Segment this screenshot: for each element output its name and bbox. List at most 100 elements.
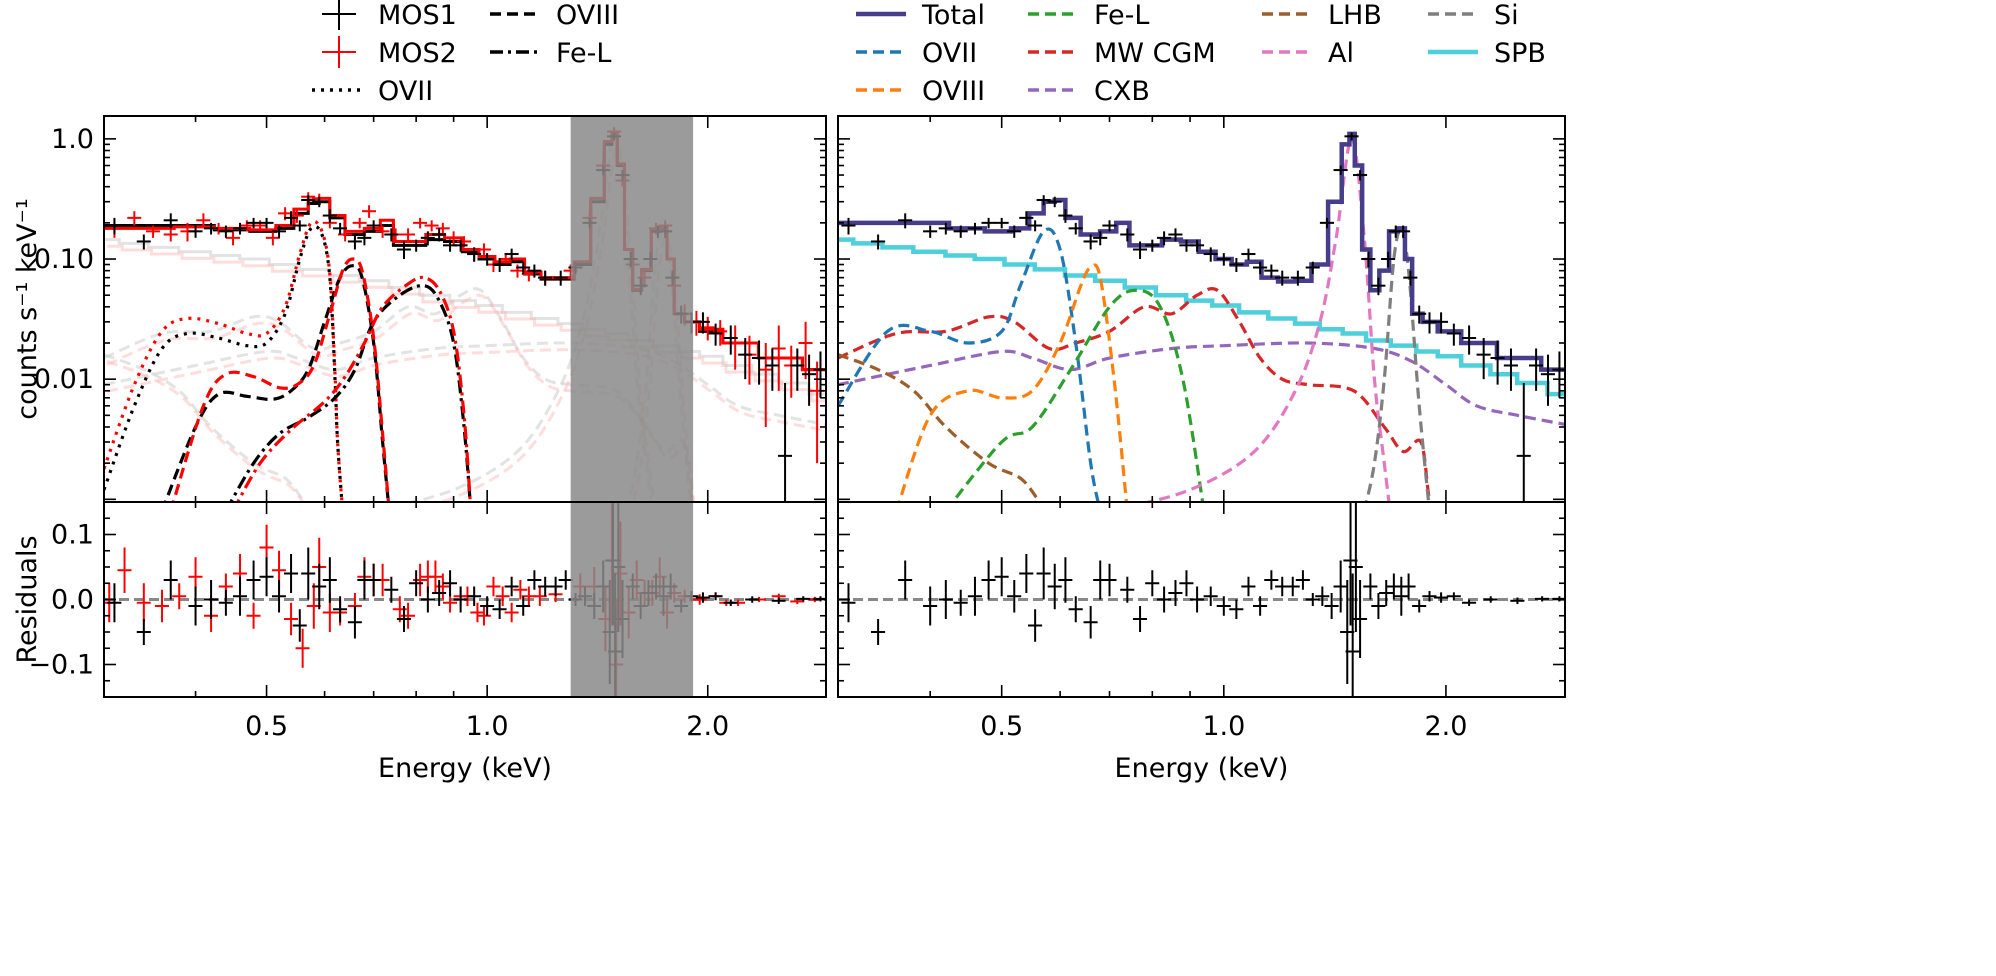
mos1-residual-point: [1422, 591, 1437, 602]
mos1-residual-point: [1285, 576, 1300, 597]
mos1-residual-point: [1324, 593, 1339, 619]
mos2-data-point: [225, 231, 240, 246]
mos2-residual-point: [413, 563, 428, 597]
mos1-data-point: [1275, 270, 1290, 286]
mos1-residual-point: [558, 570, 573, 590]
mos1-data-point: [553, 270, 568, 286]
fe-l-mos2-model-curve: [236, 275, 472, 502]
mos1-data-point: [163, 213, 178, 229]
mos1-residual-point: [163, 560, 178, 600]
mos1-data-point: [1446, 323, 1461, 346]
x-tick-label: 0.5: [980, 711, 1023, 742]
mos1-residual-point: [1132, 606, 1148, 632]
mos1-residual-point: [527, 570, 542, 590]
x-tick-label: 1.0: [1202, 711, 1245, 742]
spb-faint-model-curve: [107, 244, 826, 403]
mos1-residual-point: [981, 560, 996, 600]
mos2-residual-point: [495, 586, 510, 606]
mos1-data-point: [1503, 348, 1518, 391]
oviii-mos1-model-curve: [163, 264, 390, 502]
mos1-residual-point: [870, 619, 886, 645]
mos1-residual-point: [1156, 586, 1172, 613]
mos1-residual-point: [136, 619, 151, 645]
mos1-data-point: [751, 340, 766, 385]
mos1-data-point: [1540, 354, 1555, 406]
spb-faint-model-curve: [104, 238, 826, 396]
legend-label: OVII: [378, 76, 433, 107]
mos1-residual-point: [1394, 576, 1409, 616]
x-tick-label: 1.0: [466, 711, 509, 742]
mos1-data-point: [1344, 132, 1359, 141]
mos1-data-point: [1433, 312, 1449, 334]
axes-frame: [103, 115, 827, 698]
mos2-residual-point: [513, 580, 528, 600]
mos1-data-point: [1490, 340, 1505, 385]
mos1-data-point: [357, 231, 372, 246]
mos1-residual-point: [1352, 580, 1368, 658]
model-mos1-model-curve: [104, 134, 826, 372]
legend-item-si: Si: [1428, 0, 1519, 31]
mos1-residual-point: [1083, 606, 1098, 639]
mos1-residual-point: [1363, 573, 1378, 600]
legend-item-cxb: CXB: [1028, 76, 1150, 107]
mos1-residual-point: [1241, 576, 1256, 597]
mw-cgm-model-curve: [838, 286, 1432, 502]
mos1-residual-point: [232, 576, 247, 616]
mos1-data-point: [953, 225, 968, 238]
legend-label: OVIII: [922, 76, 985, 107]
panel-left: 0.5 1.0 2.0 1.0 0.10 0.01 0.1 0.0 −0.1 Energy (ke…: [12, 0, 827, 784]
mos1-residual-point: [1433, 592, 1449, 603]
mos1-residual-point: [967, 576, 982, 616]
legend-label: MW CGM: [1094, 38, 1216, 69]
mos1-data-point: [292, 220, 307, 232]
mos1-data-point: [1203, 247, 1218, 262]
mos2-data-point: [771, 325, 786, 391]
mos1-data-point: [765, 348, 780, 391]
x-axis-label: Energy (keV): [1115, 753, 1289, 784]
mos1-data-point: [994, 217, 1009, 229]
mos1-residual-point: [1019, 554, 1034, 593]
mos1-data-point: [777, 382, 792, 502]
mos1-residual-point: [1102, 563, 1117, 597]
residual-y-tick-label: 0.1: [51, 520, 94, 551]
mos1-data-point: [1102, 220, 1117, 232]
legend-label: Si: [1494, 0, 1519, 31]
ovii-model-curve: [838, 227, 1100, 502]
mos1-residual-points: [107, 502, 826, 697]
spectrum-axes: [838, 131, 1565, 502]
mos1-residual-point: [420, 586, 435, 613]
mos1-data-point: [898, 213, 913, 229]
residual-axes: [104, 502, 826, 697]
mos1-data-point: [271, 225, 286, 238]
mos1-residual-point: [396, 606, 411, 632]
mos2-residual-point: [692, 594, 707, 605]
mos1-data-point: [1007, 225, 1022, 238]
mos1-residual-point: [953, 589, 968, 616]
mos1-residual-point: [1305, 593, 1320, 606]
mos1-residual-point: [1345, 573, 1360, 697]
mos1-data-point: [516, 261, 531, 275]
mos1-residual-point: [1386, 573, 1401, 600]
y-tick-label: 0.10: [34, 244, 94, 275]
mos1-residual-point: [1371, 593, 1386, 619]
legend-item-mw-cgm: MW CGM: [1028, 38, 1216, 69]
residual-axis-label: Residuals: [12, 535, 43, 663]
mos1-residual-point: [1315, 586, 1330, 606]
mos1-data-point: [246, 217, 261, 229]
mos1-residual-point: [923, 586, 938, 626]
mos1-data-point: [1156, 231, 1172, 246]
mos1-data-point: [1264, 264, 1279, 278]
excluded-energy-band: [570, 116, 694, 697]
legend-item-oviii: OVIII: [856, 76, 985, 107]
mos2-data-point: [446, 231, 461, 246]
mos1-residual-point: [333, 596, 348, 623]
mos2-residual-point: [283, 602, 298, 636]
mos1-data-point: [333, 222, 348, 235]
mos1-residual-point: [1264, 570, 1279, 590]
mos1-residual-point: [1036, 547, 1051, 600]
residual-axes: [838, 502, 1565, 697]
mos1-residual-point: [1483, 596, 1498, 603]
mos1-data-point: [420, 231, 435, 246]
lhb-model-curve: [838, 353, 1043, 502]
cxb-faint-model-curve: [106, 348, 826, 433]
